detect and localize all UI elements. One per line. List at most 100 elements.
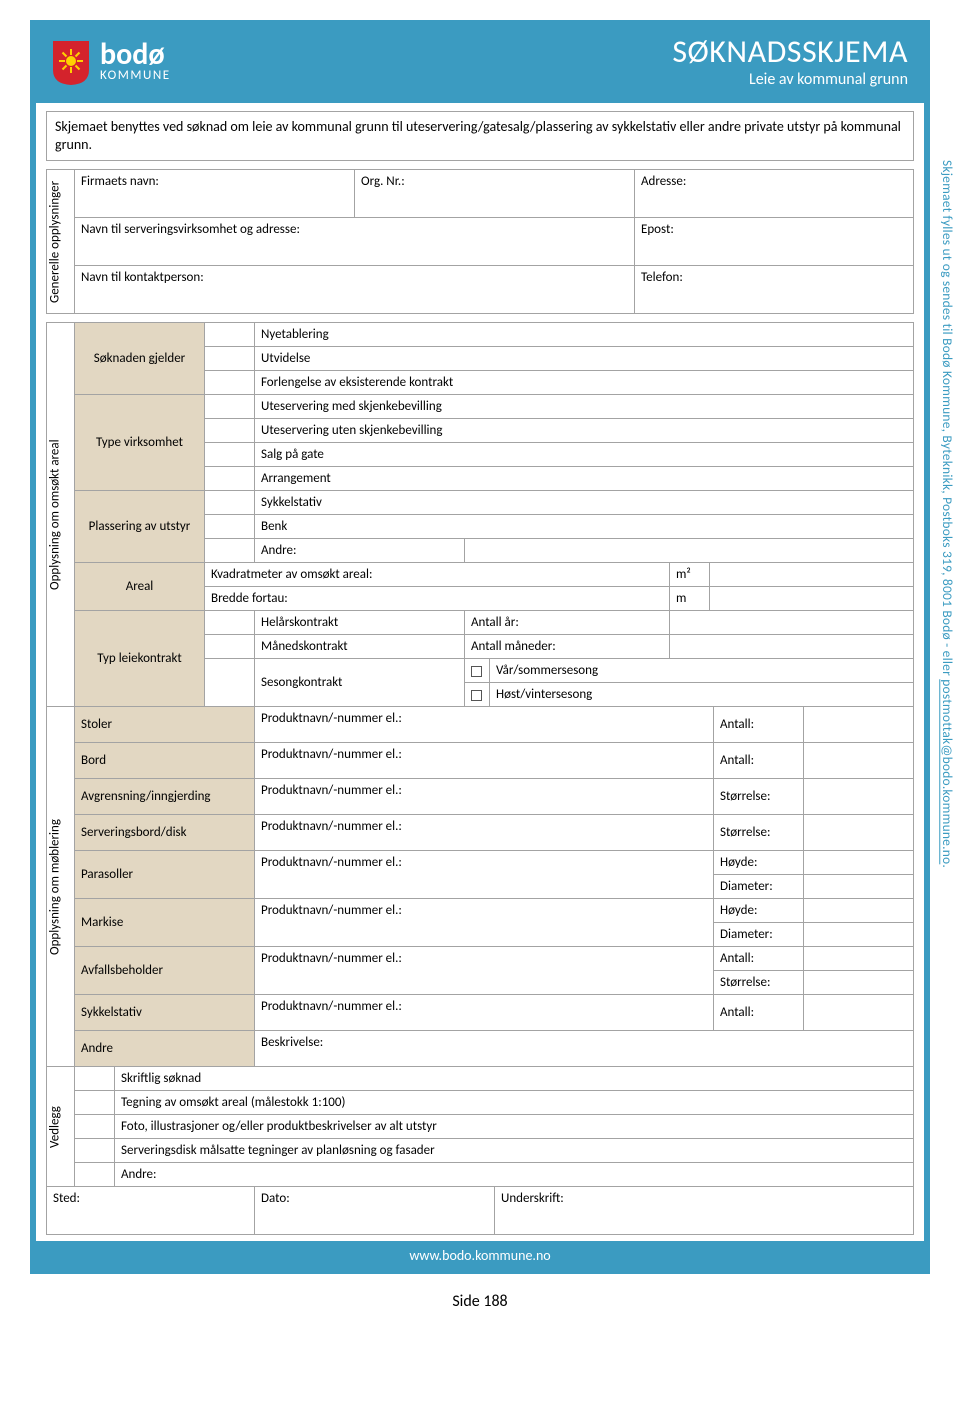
chk-utvidelse[interactable] <box>205 347 255 371</box>
label-markise-d: Diameter: <box>714 923 804 947</box>
field-plass-andre[interactable] <box>465 539 914 563</box>
field-antall-mnd[interactable] <box>670 635 914 659</box>
label-plassering: Plassering av utstyr <box>75 491 205 563</box>
label-bredde: Bredde fortau: <box>205 587 670 611</box>
shield-icon <box>52 40 90 86</box>
field-parasoll-h[interactable] <box>804 851 914 875</box>
side-note: Skjemaet fylles ut og sendes til Bodø Ko… <box>939 160 956 1260</box>
field-markise-h[interactable] <box>804 899 914 923</box>
unit-m: m <box>670 587 710 611</box>
field-avfall-s[interactable] <box>804 971 914 995</box>
title-block: SØKNADSSKJEMA Leie av kommunal grunn <box>672 36 908 89</box>
chk-type2[interactable] <box>205 443 255 467</box>
chk-type0[interactable] <box>205 395 255 419</box>
chk-vedlegg2[interactable] <box>75 1115 115 1139</box>
chk-vedlegg4[interactable] <box>75 1163 115 1187</box>
side-note-text: Skjemaet fylles ut og sendes til Bodø Ko… <box>939 160 956 679</box>
field-bord-prod[interactable]: Produktnavn/-nummer el.: <box>255 743 714 779</box>
field-avfall-a[interactable] <box>804 947 914 971</box>
section-label-areal: Opplysning om omsøkt areal <box>47 323 75 707</box>
label-avgr-str: Størrelse: <box>714 779 804 815</box>
field-m2[interactable] <box>710 563 914 587</box>
chk-nyetablering[interactable] <box>205 323 255 347</box>
chk-vedlegg1[interactable] <box>75 1091 115 1115</box>
field-epost[interactable]: Epost: <box>635 218 914 266</box>
field-adresse[interactable]: Adresse: <box>635 170 914 218</box>
vedlegg4: Andre: <box>115 1163 914 1187</box>
label-parasoll-d: Diameter: <box>714 875 804 899</box>
field-sykkel-prod[interactable]: Produktnavn/-nummer el.: <box>255 995 714 1031</box>
chk-type1[interactable] <box>205 419 255 443</box>
side-note-email[interactable]: postmottak@bodo.kommune.no <box>939 679 956 864</box>
chk-plass0[interactable] <box>205 491 255 515</box>
chk-vedlegg0[interactable] <box>75 1067 115 1091</box>
label-soknaden: Søknaden gjelder <box>75 323 205 395</box>
form-frame: bodø KOMMUNE SØKNADSSKJEMA Leie av kommu… <box>30 20 930 1274</box>
section-label-general: Generelle opplysninger <box>47 170 75 314</box>
field-markise-prod[interactable]: Produktnavn/-nummer el.: <box>255 899 714 947</box>
label-markise-h: Høyde: <box>714 899 804 923</box>
section-vedlegg: Vedlegg Skriftlig søknad Tegning av omsø… <box>46 1066 914 1187</box>
chk-maneds[interactable] <box>205 635 255 659</box>
field-andre-besk[interactable]: Beskrivelse: <box>255 1031 914 1067</box>
field-servbord-str[interactable] <box>804 815 914 851</box>
field-firma[interactable]: Firmaets navn: <box>75 170 355 218</box>
unit-m2: m² <box>670 563 710 587</box>
label-avfall-a: Antall: <box>714 947 804 971</box>
intro-text: Skjemaet benyttes ved søknad om leie av … <box>46 111 914 161</box>
page-number: Side 188 <box>30 1292 930 1311</box>
field-m[interactable] <box>710 587 914 611</box>
section-sign: Sted: Dato: Underskrift: <box>46 1186 914 1235</box>
opt-type0: Uteservering med skjenkebevilling <box>255 395 914 419</box>
vedlegg2: Foto, illustrasjoner og/eller produktbes… <box>115 1115 914 1139</box>
chk-type3[interactable] <box>205 467 255 491</box>
field-sykkel-a[interactable] <box>804 995 914 1031</box>
label-type: Type virksomhet <box>75 395 205 491</box>
opt-nyetablering: Nyetablering <box>255 323 914 347</box>
field-stoler-antall[interactable] <box>804 707 914 743</box>
field-sted[interactable]: Sted: <box>47 1187 255 1235</box>
chk-var[interactable] <box>465 659 490 683</box>
chk-sesong[interactable] <box>205 659 255 707</box>
opt-utvidelse: Utvidelse <box>255 347 914 371</box>
label-andre: Andre <box>75 1031 255 1067</box>
label-leie: Typ leiekontrakt <box>75 611 205 707</box>
opt-type3: Arrangement <box>255 467 914 491</box>
field-avgr-str[interactable] <box>804 779 914 815</box>
logo-block: bodø KOMMUNE <box>52 40 171 86</box>
chk-plass2[interactable] <box>205 539 255 563</box>
field-serv[interactable]: Navn til serveringsvirksomhet og adresse… <box>75 218 635 266</box>
field-antall-ar[interactable] <box>670 611 914 635</box>
label-kvadrat: Kvadratmeter av omsøkt areal: <box>205 563 670 587</box>
field-orgnr[interactable]: Org. Nr.: <box>355 170 635 218</box>
field-bord-antall[interactable] <box>804 743 914 779</box>
label-avgr: Avgrensning/inngjerding <box>75 779 255 815</box>
chk-forlengelse[interactable] <box>205 371 255 395</box>
vedlegg0: Skriftlig søknad <box>115 1067 914 1091</box>
logo-org: bodø <box>100 42 171 68</box>
chk-plass1[interactable] <box>205 515 255 539</box>
chk-vedlegg3[interactable] <box>75 1139 115 1163</box>
field-avfall-prod[interactable]: Produktnavn/-nummer el.: <box>255 947 714 995</box>
field-stoler-prod[interactable]: Produktnavn/-nummer el.: <box>255 707 714 743</box>
opt-plass2: Andre: <box>255 539 465 563</box>
field-parasoll-d[interactable] <box>804 875 914 899</box>
content: Skjemaet benyttes ved søknad om leie av … <box>36 103 924 1241</box>
vedlegg1: Tegning av omsøkt areal (målestokk 1:100… <box>115 1091 914 1115</box>
field-servbord-prod[interactable]: Produktnavn/-nummer el.: <box>255 815 714 851</box>
field-sign[interactable]: Underskrift: <box>495 1187 914 1235</box>
label-antall-ar: Antall år: <box>465 611 670 635</box>
opt-plass0: Sykkelstativ <box>255 491 914 515</box>
chk-helars[interactable] <box>205 611 255 635</box>
field-markise-d[interactable] <box>804 923 914 947</box>
field-avgr-prod[interactable]: Produktnavn/-nummer el.: <box>255 779 714 815</box>
label-bord: Bord <box>75 743 255 779</box>
field-tel[interactable]: Telefon: <box>635 266 914 314</box>
page-title: SØKNADSSKJEMA <box>672 36 908 68</box>
field-parasoll-prod[interactable]: Produktnavn/-nummer el.: <box>255 851 714 899</box>
field-dato[interactable]: Dato: <box>255 1187 495 1235</box>
field-kontakt[interactable]: Navn til kontaktperson: <box>75 266 635 314</box>
label-stoler-antall: Antall: <box>714 707 804 743</box>
label-servbord-str: Størrelse: <box>714 815 804 851</box>
chk-host[interactable] <box>465 683 490 707</box>
